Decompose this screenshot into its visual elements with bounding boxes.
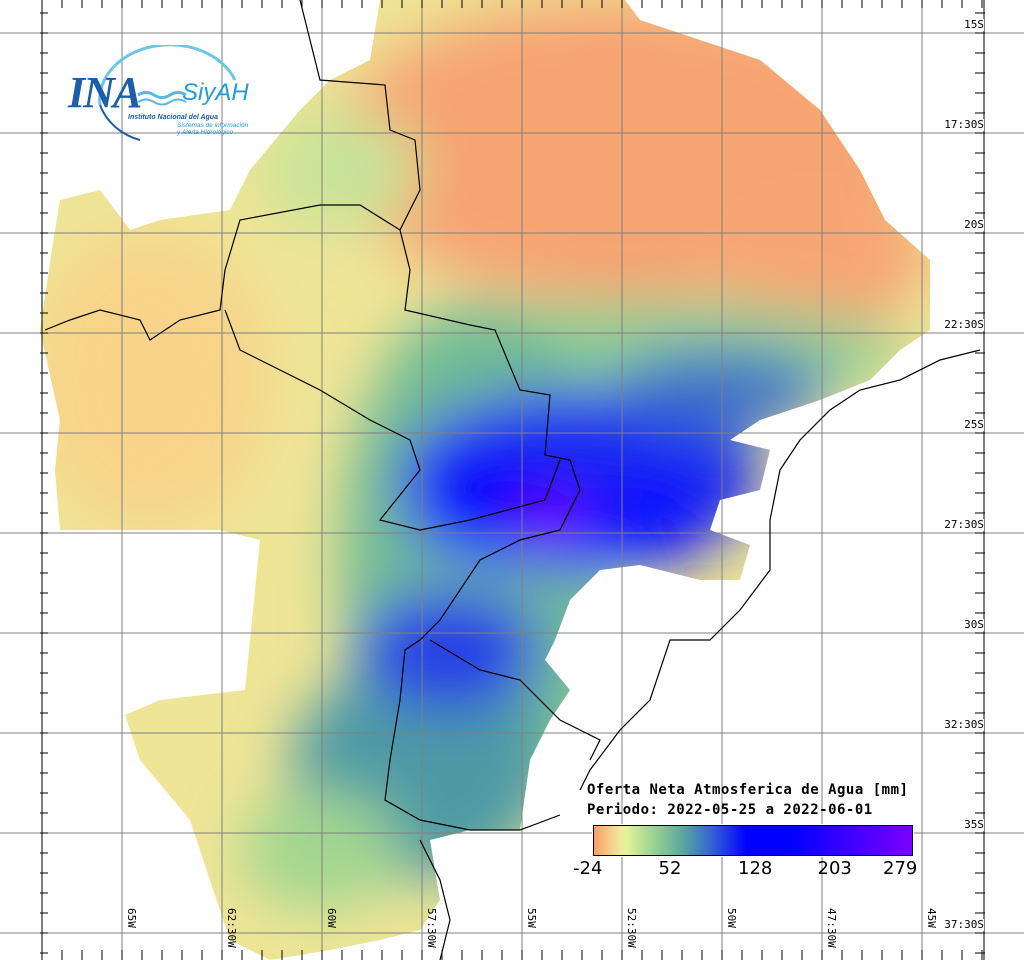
logo-acronym: INA <box>68 68 142 117</box>
logo-product: SiyAH <box>182 79 249 106</box>
longitude-label: 47:30W <box>825 908 838 948</box>
longitude-label: 62:30W <box>225 908 238 948</box>
logo-institution: Instituto Nacional del Agua <box>128 114 218 121</box>
latitude-label: 17:30S <box>944 118 984 131</box>
logo-arc-icon <box>98 45 237 141</box>
colorbar-tick-label: 203 <box>817 858 852 879</box>
legend-period: Periodo: 2022-05-25 a 2022-06-01 <box>587 802 873 818</box>
legend-title: Oferta Neta Atmosferica de Agua [mm] <box>587 782 909 798</box>
logo-system: Sistemas de información y Alerta Hidroló… <box>177 122 248 136</box>
latitude-label: 37:30S <box>944 918 984 931</box>
latitude-label: 35S <box>964 818 984 831</box>
longitude-label: 52:30W <box>625 908 638 948</box>
logo-system-line2: y Alerta Hidrológico <box>177 129 234 136</box>
ina-siyah-logo: INA SiyAH Instituto Nacional del Agua Si… <box>60 45 270 145</box>
colorbar-tick-label: 279 <box>883 858 918 879</box>
longitude-label: 60W <box>325 908 338 928</box>
latitude-label: 15S <box>964 18 984 31</box>
longitude-label: 57:30W <box>425 908 438 948</box>
latitude-label: 25S <box>964 418 984 431</box>
political-boundaries <box>44 0 981 960</box>
colorbar-tick-label: 52 <box>658 858 682 879</box>
latitude-label: 30S <box>964 618 984 631</box>
colorbar <box>593 825 913 856</box>
longitude-label: 55W <box>525 908 538 928</box>
latitude-label: 32:30S <box>944 718 984 731</box>
latitude-label: 27:30S <box>944 518 984 531</box>
colorbar-tick-label: 128 <box>738 858 773 879</box>
colorbar-tick-label: -24 <box>573 858 603 879</box>
latitude-label: 22:30S <box>944 318 984 331</box>
longitude-label: 50W <box>725 908 738 928</box>
longitude-label: 45W <box>925 908 938 928</box>
latitude-label: 20S <box>964 218 984 231</box>
logo-system-line1: Sistemas de información <box>177 122 249 129</box>
longitude-label: 65W <box>125 908 138 928</box>
